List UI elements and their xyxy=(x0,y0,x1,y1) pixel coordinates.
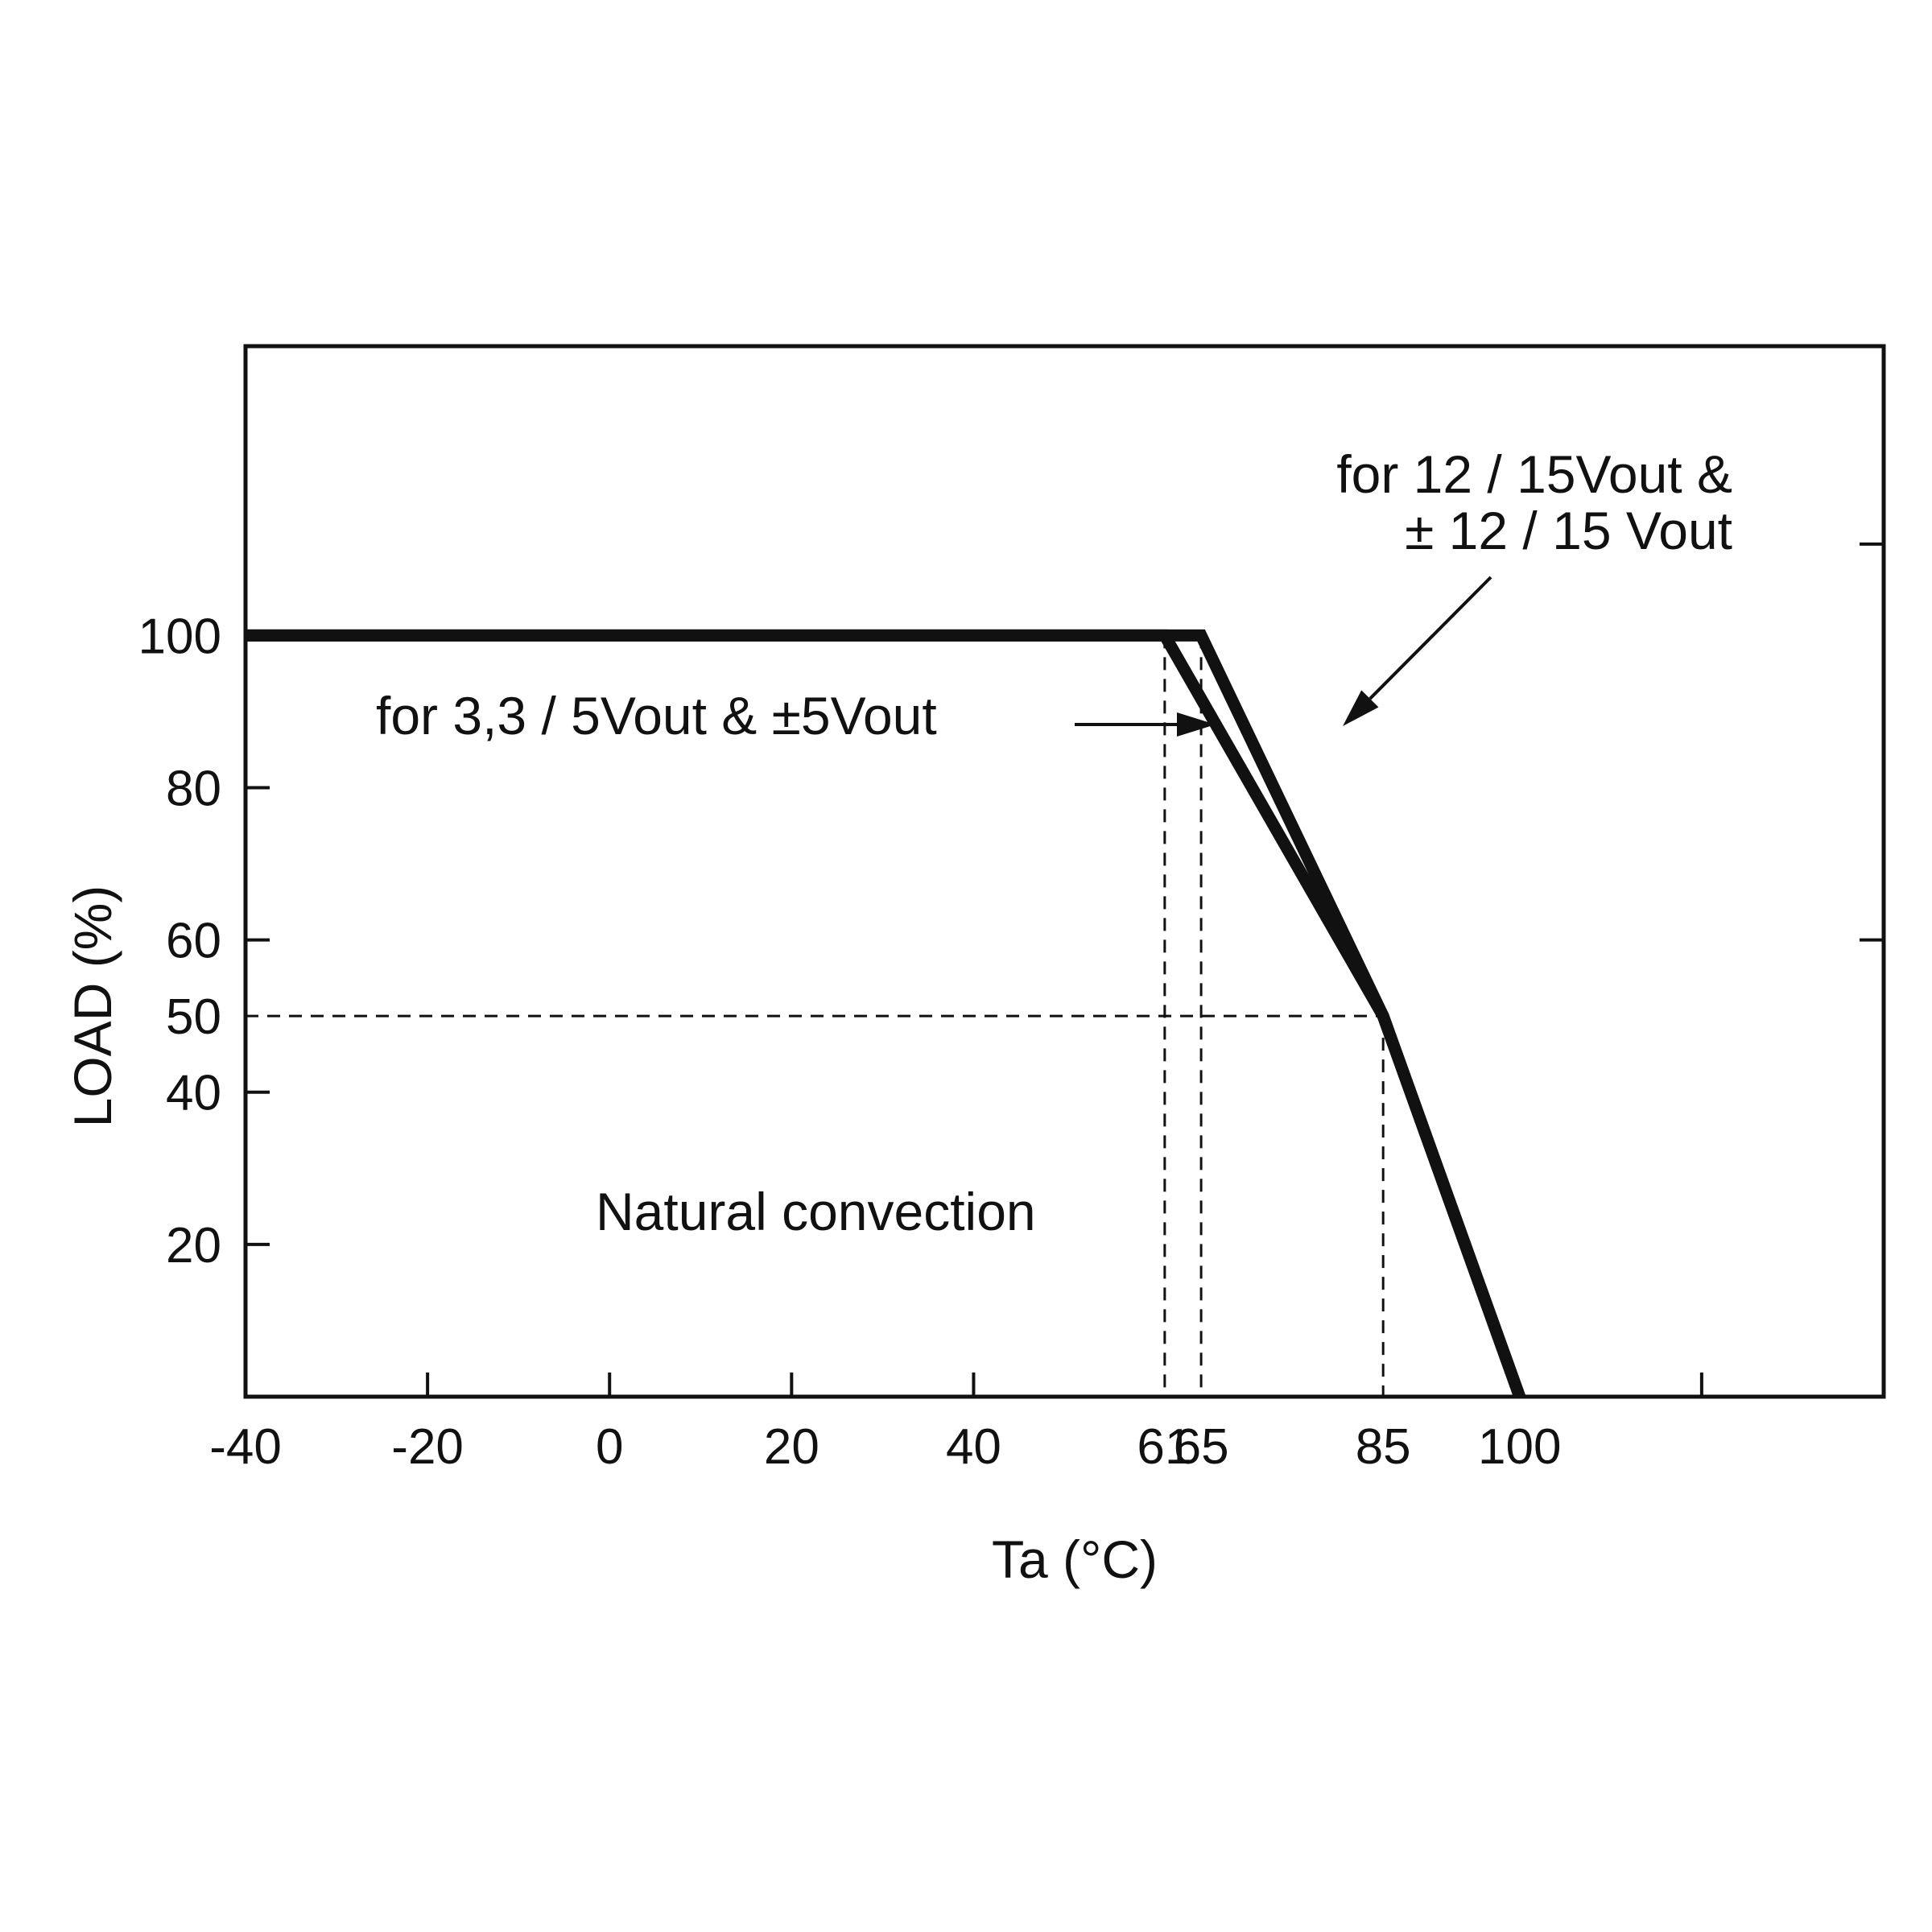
x-axis-title: Ta (°C) xyxy=(992,1530,1158,1589)
y-tick-label: 80 xyxy=(166,761,221,816)
series-a-arrow-shaft xyxy=(1368,576,1492,700)
x-tick-label: -20 xyxy=(391,1419,464,1475)
series-a-label-line1: for 12 / 15Vout & xyxy=(1336,444,1732,504)
series-a-label-line2: ± 12 / 15 Vout xyxy=(1405,501,1732,560)
y-tick-labels: 20 40 50 60 80 100 xyxy=(138,609,221,1274)
reference-lines xyxy=(246,635,1385,1397)
plot-frame xyxy=(243,344,1886,1399)
annotation-arrows xyxy=(1075,576,1492,737)
x-tick-label: 40 xyxy=(946,1419,1001,1475)
y-tick-label: 20 xyxy=(166,1218,221,1274)
series-line-2 xyxy=(246,629,1525,1399)
x-tick-label: 85 xyxy=(1356,1419,1411,1475)
series-a-arrow xyxy=(1343,576,1492,726)
y-tick-label: 40 xyxy=(166,1066,221,1121)
y-tick-label: 50 xyxy=(166,989,221,1045)
axis-ticks xyxy=(246,542,1884,1397)
y-axis-title: LOAD (%) xyxy=(63,886,122,1128)
x-tick-label: 100 xyxy=(1478,1419,1561,1475)
series-a-arrow-head xyxy=(1343,690,1379,726)
x-tick-label: 61 xyxy=(1137,1419,1192,1475)
series-b-arrow xyxy=(1075,712,1216,737)
natural-convection-label: Natural convection xyxy=(596,1182,1036,1241)
x-tick-label: -40 xyxy=(209,1419,282,1475)
x-tick-label: 20 xyxy=(764,1419,819,1475)
series-b-label: for 3,3 / 5Vout & ±5Vout xyxy=(376,686,937,745)
series-lines xyxy=(246,629,1525,1399)
y-tick-label: 100 xyxy=(138,609,221,664)
series-b-arrow-head xyxy=(1177,712,1216,737)
x-tick-label: 65 xyxy=(1174,1419,1229,1475)
y-tick-label: 60 xyxy=(166,914,221,969)
x-tick-label: 0 xyxy=(596,1419,623,1475)
